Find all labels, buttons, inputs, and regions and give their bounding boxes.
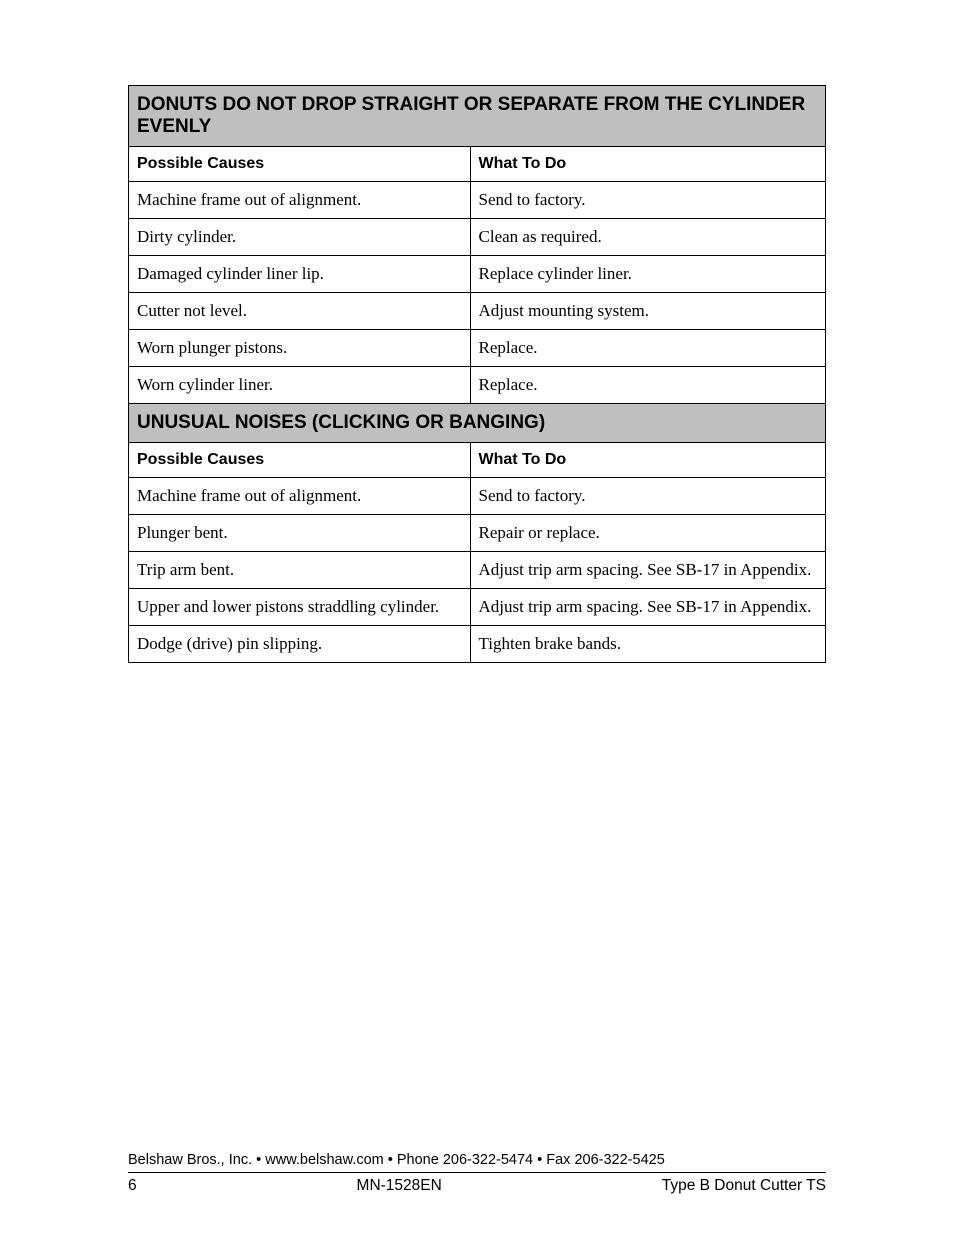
- table-row: Damaged cylinder liner lip. Replace cyli…: [129, 256, 826, 293]
- bullet-separator: •: [388, 1152, 393, 1168]
- table-row: Machine frame out of alignment. Send to …: [129, 478, 826, 515]
- cause-cell: Dirty cylinder.: [129, 219, 471, 256]
- footer-website: www.belshaw.com: [265, 1152, 383, 1168]
- section-title: DONUTS DO NOT DROP STRAIGHT OR SEPARATE …: [129, 86, 826, 147]
- footer-page-line: 6 MN-1528EN Type B Donut Cutter TS: [128, 1173, 826, 1195]
- cause-cell: Trip arm bent.: [129, 552, 471, 589]
- table-row: Machine frame out of alignment. Send to …: [129, 182, 826, 219]
- action-cell: Clean as required.: [470, 219, 825, 256]
- cause-cell: Worn plunger pistons.: [129, 330, 471, 367]
- column-header-action: What To Do: [470, 147, 825, 182]
- column-header-row: Possible Causes What To Do: [129, 443, 826, 478]
- action-cell: Adjust trip arm spacing. See SB-17 in Ap…: [470, 589, 825, 626]
- footer-doc-number: MN-1528EN: [357, 1177, 442, 1195]
- table-row: Worn cylinder liner. Replace.: [129, 367, 826, 404]
- footer-doc-title: Type B Donut Cutter TS: [662, 1177, 826, 1195]
- action-cell: Send to factory.: [470, 182, 825, 219]
- action-cell: Adjust trip arm spacing. See SB-17 in Ap…: [470, 552, 825, 589]
- column-header-row: Possible Causes What To Do: [129, 147, 826, 182]
- cause-cell: Damaged cylinder liner lip.: [129, 256, 471, 293]
- cause-cell: Dodge (drive) pin slipping.: [129, 626, 471, 663]
- table-row: Plunger bent. Repair or replace.: [129, 515, 826, 552]
- cause-cell: Machine frame out of alignment.: [129, 478, 471, 515]
- table-row: Worn plunger pistons. Replace.: [129, 330, 826, 367]
- bullet-separator: •: [256, 1152, 261, 1168]
- table-row: Cutter not level. Adjust mounting system…: [129, 293, 826, 330]
- footer-company-line: Belshaw Bros., Inc. • www.belshaw.com • …: [128, 1152, 826, 1173]
- column-header-causes: Possible Causes: [129, 147, 471, 182]
- section-title: UNUSUAL NOISES (CLICKING OR BANGING): [129, 404, 826, 443]
- document-page: DONUTS DO NOT DROP STRAIGHT OR SEPARATE …: [0, 0, 954, 1235]
- action-cell: Replace.: [470, 367, 825, 404]
- column-header-action: What To Do: [470, 443, 825, 478]
- column-header-causes: Possible Causes: [129, 443, 471, 478]
- footer-company: Belshaw Bros., Inc.: [128, 1152, 252, 1168]
- action-cell: Tighten brake bands.: [470, 626, 825, 663]
- table-row: Trip arm bent. Adjust trip arm spacing. …: [129, 552, 826, 589]
- cause-cell: Cutter not level.: [129, 293, 471, 330]
- footer-phone: Phone 206-322-5474: [397, 1152, 533, 1168]
- section-title-row: DONUTS DO NOT DROP STRAIGHT OR SEPARATE …: [129, 86, 826, 147]
- section-title-row: UNUSUAL NOISES (CLICKING OR BANGING): [129, 404, 826, 443]
- action-cell: Send to factory.: [470, 478, 825, 515]
- action-cell: Repair or replace.: [470, 515, 825, 552]
- table-row: Upper and lower pistons straddling cylin…: [129, 589, 826, 626]
- page-footer: Belshaw Bros., Inc. • www.belshaw.com • …: [128, 1152, 826, 1195]
- bullet-separator: •: [537, 1152, 542, 1168]
- table-row: Dirty cylinder. Clean as required.: [129, 219, 826, 256]
- action-cell: Replace.: [470, 330, 825, 367]
- cause-cell: Upper and lower pistons straddling cylin…: [129, 589, 471, 626]
- cause-cell: Machine frame out of alignment.: [129, 182, 471, 219]
- footer-fax: Fax 206-322-5425: [546, 1152, 665, 1168]
- table-row: Dodge (drive) pin slipping. Tighten brak…: [129, 626, 826, 663]
- troubleshooting-table: DONUTS DO NOT DROP STRAIGHT OR SEPARATE …: [128, 85, 826, 663]
- action-cell: Adjust mounting system.: [470, 293, 825, 330]
- cause-cell: Worn cylinder liner.: [129, 367, 471, 404]
- footer-page-number: 6: [128, 1177, 137, 1195]
- action-cell: Replace cylinder liner.: [470, 256, 825, 293]
- cause-cell: Plunger bent.: [129, 515, 471, 552]
